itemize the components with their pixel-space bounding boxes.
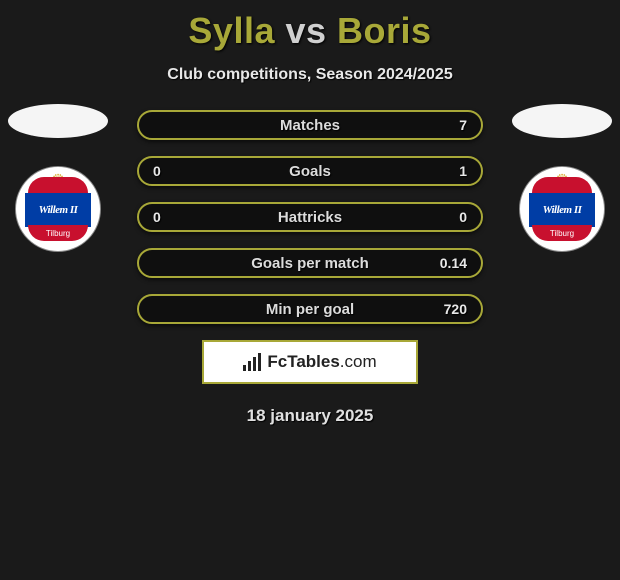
stat-value-left: 0: [153, 163, 187, 179]
badge-top-stripe: [28, 177, 88, 193]
comparison-title: Sylla vs Boris: [0, 0, 620, 52]
date-text: 18 january 2025: [0, 406, 620, 426]
stat-label: Min per goal: [266, 301, 354, 318]
brand-name: FcTables: [267, 352, 339, 371]
stat-row: Goals per match 0.14: [137, 248, 483, 278]
stat-label: Goals per match: [251, 255, 369, 272]
stat-row: Matches 7: [137, 110, 483, 140]
stat-value-right: 1: [433, 163, 467, 179]
player2-name: Boris: [337, 10, 432, 51]
vs-text: vs: [285, 10, 326, 51]
badge-top-stripe: [532, 177, 592, 193]
brand-domain: .com: [340, 352, 377, 371]
player2-avatar: [512, 104, 612, 138]
club-name: Willem II: [25, 193, 91, 227]
player1-club-badge: ♛ Willem II Tilburg: [15, 166, 101, 252]
chart-icon: [243, 353, 261, 371]
player1-column: ♛ Willem II Tilburg: [8, 104, 108, 252]
player1-avatar: [8, 104, 108, 138]
stat-value-right: 0.14: [433, 255, 467, 271]
stat-label: Matches: [280, 117, 340, 134]
brand-text: FcTables.com: [267, 352, 376, 372]
stat-row: 0 Goals 1: [137, 156, 483, 186]
club-city: Tilburg: [532, 225, 592, 241]
main-panel: ♛ Willem II Tilburg ♛ Willem II Tilburg …: [0, 104, 620, 426]
stat-row: Min per goal 720: [137, 294, 483, 324]
player2-club-badge: ♛ Willem II Tilburg: [519, 166, 605, 252]
stat-label: Hattricks: [278, 209, 342, 226]
subtitle: Club competitions, Season 2024/2025: [0, 66, 620, 84]
stat-value-right: 720: [433, 301, 467, 317]
stat-value-right: 7: [433, 117, 467, 133]
stat-value-left: 0: [153, 209, 187, 225]
stats-table: Matches 7 0 Goals 1 0 Hattricks 0 Goals per matc…: [137, 104, 483, 324]
stat-value-right: 0: [433, 209, 467, 225]
player2-column: ♛ Willem II Tilburg: [512, 104, 612, 252]
stat-row: 0 Hattricks 0: [137, 202, 483, 232]
player1-name: Sylla: [188, 10, 275, 51]
club-city: Tilburg: [28, 225, 88, 241]
stat-label: Goals: [289, 163, 331, 180]
brand-box: FcTables.com: [202, 340, 418, 384]
club-name: Willem II: [529, 193, 595, 227]
